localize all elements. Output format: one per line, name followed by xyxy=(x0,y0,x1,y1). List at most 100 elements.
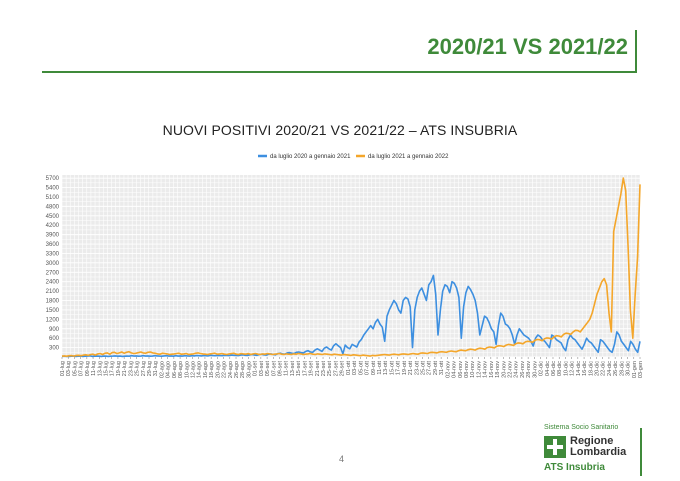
x-tick-label: 14-ago xyxy=(197,361,203,378)
x-tick-label: 06-dic xyxy=(551,361,557,376)
x-tick-label: 28-ago xyxy=(240,361,246,378)
x-tick-label: 25-set xyxy=(327,361,333,377)
legend-label-1: da luglio 2020 a gennaio 2021 xyxy=(270,154,351,160)
x-tick-label: 17-set xyxy=(302,361,308,377)
x-tick-label: 23-set xyxy=(321,361,327,377)
x-tick-label: 29-lug xyxy=(147,361,153,376)
x-tick-label: 07-ott xyxy=(365,361,371,376)
x-tick-label: 02-ago xyxy=(159,361,165,378)
x-tick-label: 03-ott xyxy=(352,361,358,376)
axes: 300 600 900 1200 1500 1800 2100 2400 2700 3000 330… xyxy=(46,176,644,378)
x-tick-label: 18-nov xyxy=(495,361,501,378)
regione-lombardia-logo: Sistema Socio Sanitario Regione Lombardi… xyxy=(540,422,640,478)
x-tick-label: 15-ott xyxy=(389,361,395,376)
plot-area xyxy=(61,175,641,358)
x-tick-label: 16-dic xyxy=(582,361,588,376)
x-tick-label: 29-ott xyxy=(433,361,439,376)
x-tick-label: 05-ott xyxy=(358,361,364,376)
y-tick-label: 1500 xyxy=(46,308,60,314)
x-tick-label: 27-ott xyxy=(427,361,433,376)
x-tick-label: 18-ago xyxy=(209,361,215,378)
x-tick-label: 04-dic xyxy=(545,361,551,376)
x-tick-label: 06-nov xyxy=(458,361,464,378)
x-tick-label: 11-ott xyxy=(377,361,383,375)
x-tick-label: 27-lug xyxy=(141,361,147,376)
title-accent-vertical-rule xyxy=(635,30,637,72)
x-tick-label: 19-ott xyxy=(402,361,408,376)
x-tick-label: 04-nov xyxy=(452,361,458,378)
x-tick-label: 31-ott xyxy=(439,361,445,376)
y-tick-label: 2700 xyxy=(46,270,60,276)
x-tick-label: 19-set xyxy=(309,361,315,377)
x-tick-label: 12-dic xyxy=(570,361,576,376)
x-tick-label: 13-set xyxy=(290,361,296,377)
x-tick-label: 26-dic xyxy=(613,361,619,376)
x-tick-label: 30-ago xyxy=(246,361,252,378)
x-tick-label: 30-dic xyxy=(626,361,632,376)
x-tick-label: 12-nov xyxy=(476,361,482,378)
x-tick-label: 24-nov xyxy=(514,361,520,378)
x-tick-label: 10-nov xyxy=(470,361,476,378)
x-tick-label: 17-ott xyxy=(396,361,402,376)
series-line-1 xyxy=(61,274,641,358)
x-tick-label: 17-lug xyxy=(110,361,116,376)
logo-region-line1: Regione xyxy=(570,435,614,447)
y-tick-label: 3000 xyxy=(46,261,60,267)
regione-cross-icon xyxy=(544,436,566,458)
x-tick-label: 28-dic xyxy=(619,361,625,376)
y-tick-label: 300 xyxy=(49,346,60,352)
x-tick-label: 15-lug xyxy=(104,361,110,376)
x-tick-label: 24-ago xyxy=(228,361,234,378)
y-tick-label: 5100 xyxy=(46,195,60,201)
x-tick-label: 19-lug xyxy=(116,361,122,376)
slide-title: 2020/21 VS 2021/22 xyxy=(427,34,628,59)
x-tick-label: 31-lug xyxy=(153,361,159,376)
x-tick-label: 03-set xyxy=(259,361,265,377)
x-tick-label: 01-ott xyxy=(346,361,352,376)
x-tick-label: 05-set xyxy=(265,361,271,377)
y-tick-label: 900 xyxy=(49,327,60,333)
y-tick-label: 3900 xyxy=(46,233,60,239)
y-tick-label: 2100 xyxy=(46,289,60,295)
logo-accent-rule xyxy=(640,428,642,476)
logo-region-line2: Lombardia xyxy=(570,446,627,458)
x-tick-label: 26-ago xyxy=(234,361,240,378)
x-tick-label: 14-dic xyxy=(576,361,582,376)
x-tick-label: 05-lug xyxy=(72,361,78,376)
x-tick-label: 13-lug xyxy=(97,361,103,376)
x-tick-label: 01-set xyxy=(253,361,259,377)
x-tick-label: 21-ott xyxy=(408,361,414,376)
x-tick-label: 11-set xyxy=(284,361,290,376)
y-tick-label: 2400 xyxy=(46,280,60,286)
y-tick-label: 3600 xyxy=(46,242,60,248)
x-tick-label: 09-set xyxy=(278,361,284,377)
x-tick-label: 09-lug xyxy=(85,361,91,376)
x-tick-label: 07-lug xyxy=(79,361,85,376)
x-tick-label: 12-ago xyxy=(191,361,197,378)
x-tick-label: 18-dic xyxy=(588,361,594,376)
y-tick-label: 5700 xyxy=(46,176,60,182)
x-tick-label: 26-nov xyxy=(520,361,526,378)
y-tick-label: 600 xyxy=(49,336,60,342)
x-tick-label: 20-dic xyxy=(594,361,600,376)
x-tick-label: 08-nov xyxy=(464,361,470,378)
legend-label-2: da luglio 2021 a gennaio 2022 xyxy=(368,154,449,160)
x-tick-label: 22-ago xyxy=(222,361,228,378)
x-tick-label: 16-nov xyxy=(489,361,495,378)
x-tick-label: 14-nov xyxy=(483,361,489,378)
logo-system-text: Sistema Socio Sanitario xyxy=(544,424,619,431)
x-tick-label: 28-nov xyxy=(526,361,532,378)
x-tick-label: 20-ago xyxy=(215,361,221,378)
x-tick-label: 02-dic xyxy=(539,361,545,376)
y-tick-label: 4200 xyxy=(46,223,60,229)
page-number: 4 xyxy=(339,454,345,464)
x-tick-label: 02-nov xyxy=(445,361,451,378)
x-tick-label: 16-ago xyxy=(203,361,209,378)
x-tick-label: 30-nov xyxy=(532,361,538,378)
legend: da luglio 2020 a gennaio 2021 da luglio 2… xyxy=(258,154,449,160)
x-tick-label: 27-set xyxy=(333,361,339,377)
x-tick-label: 29-set xyxy=(340,361,346,377)
x-tick-label: 07-set xyxy=(271,361,277,377)
x-tick-label: 13-ott xyxy=(383,361,389,376)
